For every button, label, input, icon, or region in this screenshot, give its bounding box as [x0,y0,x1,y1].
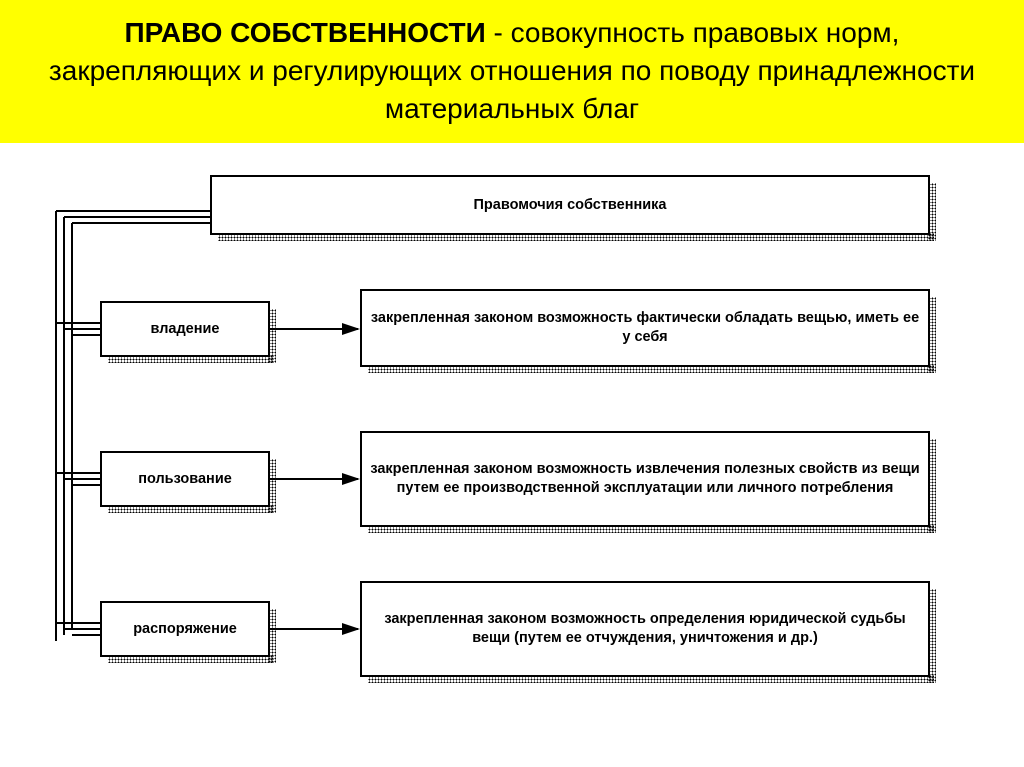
row-left-1-label: пользование [138,470,232,490]
row-left-0-label: владение [150,320,219,340]
row-left-2: распоряжение [100,601,270,657]
diagram-canvas: Правомочия собственника владение закрепл… [0,143,1024,743]
row-right-2: закрепленная законом возможность определ… [360,581,930,677]
row-left-1: пользование [100,451,270,507]
row-right-0-label: закрепленная законом возможность фактиче… [370,309,920,348]
row-right-1-label: закрепленная законом возможность извлече… [370,460,920,499]
header: ПРАВО СОБСТВЕННОСТИ - совокупность право… [0,0,1024,143]
row-right-1: закрепленная законом возможность извлече… [360,431,930,527]
row-right-0: закрепленная законом возможность фактиче… [360,289,930,367]
row-right-2-label: закрепленная законом возможность определ… [370,610,920,649]
row-left-0: владение [100,301,270,357]
header-title-bold: ПРАВО СОБСТВЕННОСТИ [125,17,486,48]
root-label: Правомочия собственника [474,196,667,216]
row-left-2-label: распоряжение [133,620,237,640]
root-box: Правомочия собственника [210,175,930,235]
